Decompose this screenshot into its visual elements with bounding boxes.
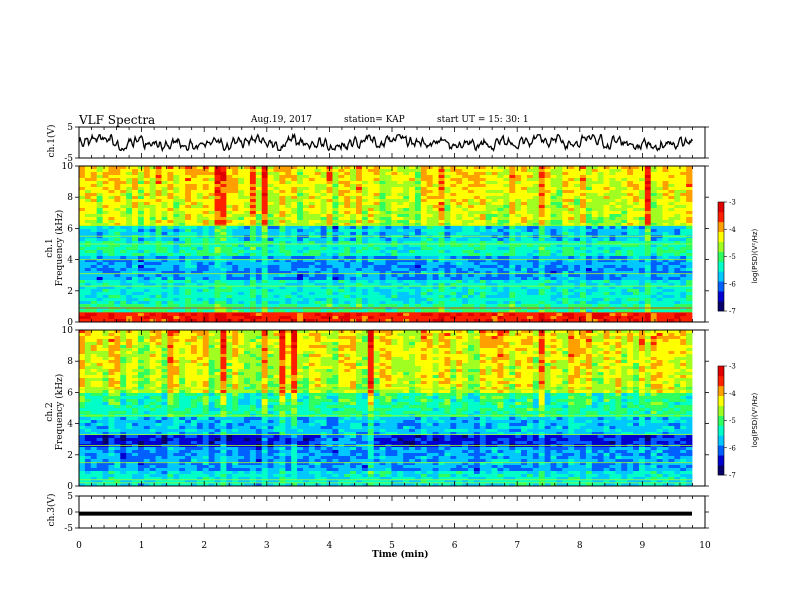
y-tick-label: 2 (67, 287, 73, 297)
y-tick-label: 8 (67, 193, 73, 203)
colorbar-tick-label: -6 (729, 280, 736, 288)
colorbar-segment (718, 405, 724, 416)
colorbar-segment (718, 291, 724, 302)
colorbar-segment (718, 445, 724, 456)
y-tick-label: 6 (67, 388, 73, 398)
colorbar-segment (718, 375, 724, 387)
y-tick-label: -5 (64, 154, 73, 164)
y-tick-label: 10 (62, 162, 74, 172)
x-tick-label: 9 (640, 541, 646, 551)
x-tick-label: 8 (577, 541, 583, 551)
y-tick-label: 6 (67, 224, 73, 234)
ch2-colorbar-label: log(PSD)(V²/Hz) (751, 392, 759, 448)
colorbar-segment (718, 281, 724, 292)
colorbar-segment (718, 251, 724, 262)
colorbar-tick-label: -6 (729, 444, 736, 452)
station-label: station= KAP (344, 115, 405, 125)
x-axis-label: Time (min) (372, 550, 429, 560)
colorbar-tick-label: -3 (729, 363, 736, 371)
y-tick-label: 0 (67, 508, 73, 518)
figure-title: VLF Spectra (79, 113, 156, 127)
x-tick-label: 2 (201, 541, 207, 551)
colorbar-segment (718, 202, 724, 213)
x-tick-label: 3 (264, 541, 270, 551)
colorbar-tick-label: -4 (729, 226, 736, 234)
x-tick-label: 10 (699, 541, 711, 551)
start-time-label: start UT = 15: 30: 1 (437, 115, 529, 125)
ch3-ylabel: ch.3(V) (47, 493, 57, 527)
ch2-spectrogram-colorbar: -3 -4 -5 -6 -7 (717, 363, 736, 480)
y-tick-label: 8 (67, 357, 73, 367)
colorbar-segment (718, 221, 724, 233)
colorbar-segment (718, 271, 724, 282)
x-tick-label: 6 (452, 541, 458, 551)
colorbar-segment (718, 435, 724, 446)
y-tick-label: 2 (67, 451, 73, 461)
colorbar-segment (718, 366, 724, 377)
colorbar-segment (718, 241, 724, 252)
x-tick-label: 7 (514, 541, 520, 551)
date-label: Aug.19, 2017 (251, 115, 312, 125)
colorbar-segment (718, 395, 724, 406)
colorbar-segment (718, 425, 724, 436)
ch1-spectrogram-ylabel: ch.1 Frequency (kHz) (45, 209, 65, 287)
y-tick-label: 4 (67, 256, 73, 266)
x-tick-label: 1 (139, 541, 145, 551)
colorbar-segment (718, 261, 724, 272)
y-tick-label: 5 (67, 492, 73, 502)
colorbar-segment (718, 385, 724, 397)
ch1-spectrogram (79, 166, 693, 323)
colorbar-tick-label: -7 (729, 308, 736, 316)
ch1-colorbar-label: log(PSD)(V²/Hz) (751, 228, 759, 284)
x-tick-label: 5 (389, 541, 395, 551)
ch1-waveform-ylabel: ch.1(V) (47, 124, 57, 158)
y-tick-label: 5 (67, 123, 73, 133)
ch1-spectrogram-colorbar: -3 -4 -5 -6 -7 (717, 199, 736, 316)
y-tick-label: -5 (64, 524, 73, 534)
colorbar-segment (718, 301, 724, 312)
colorbar-tick-label: -4 (729, 390, 736, 398)
y-tick-label: 0 (67, 482, 73, 492)
colorbar-segment (718, 465, 724, 476)
x-tick-label: 0 (76, 541, 82, 551)
ch1-waveform-line (78, 132, 694, 153)
colorbar-tick-label: -5 (729, 417, 736, 425)
colorbar-segment (718, 455, 724, 466)
ch2-spectrogram (79, 330, 693, 487)
colorbar-tick-label: -5 (729, 253, 736, 261)
colorbar-segment (718, 211, 724, 223)
colorbar-segment (718, 231, 724, 242)
colorbar-segment (718, 415, 724, 426)
colorbar-tick-label: -7 (729, 472, 736, 480)
ch2-spectrogram-ylabel: ch.2 Frequency (kHz) (45, 373, 65, 451)
colorbar-tick-label: -3 (729, 199, 736, 207)
y-tick-label: 0 (67, 318, 73, 328)
x-tick-label: 4 (327, 541, 333, 551)
y-tick-label: 4 (67, 420, 73, 430)
y-tick-label: 10 (62, 326, 74, 336)
